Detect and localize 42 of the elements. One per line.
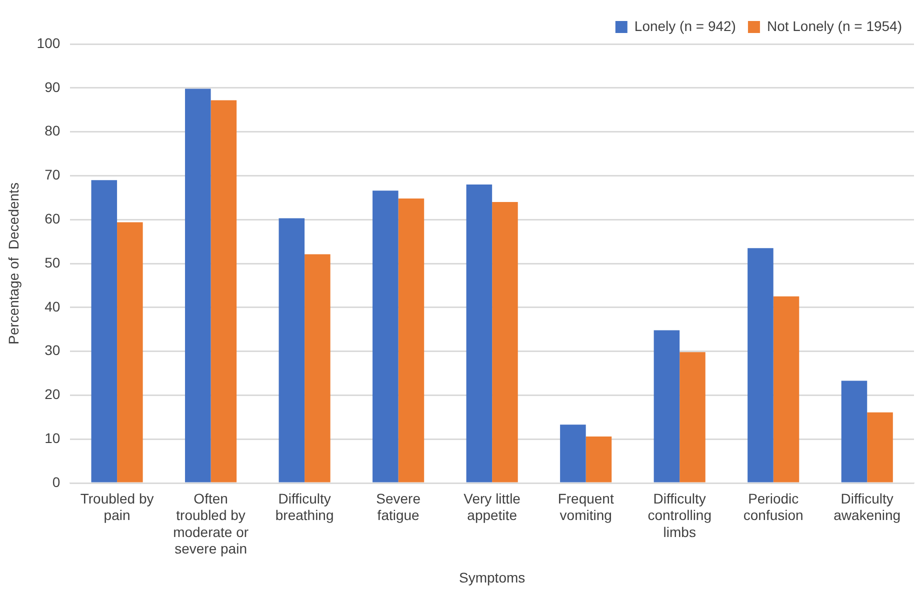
bar <box>773 296 800 482</box>
bar <box>867 412 893 482</box>
y-tick-label: 40 <box>44 298 60 314</box>
x-tick-label: Difficulty controlling limbs <box>648 490 712 540</box>
y-tick-label: 80 <box>44 122 60 139</box>
bar <box>210 100 237 482</box>
y-tick-label: 50 <box>44 254 60 270</box>
x-tick-label: Difficulty breathing <box>275 490 334 524</box>
x-tick-label: Periodic confusion <box>743 490 804 524</box>
y-tick-label: 20 <box>44 386 60 402</box>
y-tick-label: 0 <box>52 474 60 490</box>
bar <box>841 380 868 482</box>
y-tick-label: 30 <box>44 342 60 358</box>
bar <box>278 218 305 482</box>
y-tick-label: 60 <box>44 210 60 226</box>
bar <box>91 180 118 482</box>
bar <box>304 254 330 482</box>
y-tick-label: 70 <box>44 166 60 183</box>
bar <box>117 222 143 482</box>
bar <box>492 202 518 482</box>
x-tick-label: Troubled by pain <box>80 490 154 524</box>
bar <box>680 352 706 482</box>
x-axis-title: Symptoms <box>459 569 526 586</box>
y-axis-title: Percentage of Decedents <box>5 182 22 344</box>
x-tick-label: Very little appetite <box>464 490 521 524</box>
x-tick-label: Often troubled by moderate or severe pain <box>173 490 249 557</box>
x-tick-label: Severe fatigue <box>376 490 421 524</box>
bar <box>372 190 398 482</box>
bar <box>466 184 492 482</box>
y-tick-label: 100 <box>36 34 60 51</box>
bar <box>560 424 586 482</box>
bar <box>748 248 774 482</box>
bar <box>398 198 424 482</box>
bar <box>654 330 680 482</box>
x-tick-label: Difficulty awakening <box>834 490 901 524</box>
legend-label: Lonely (n = 942) <box>634 18 736 34</box>
bar <box>185 88 211 482</box>
legend-label: Not Lonely (n = 1954) <box>766 18 902 34</box>
bar <box>586 436 612 482</box>
x-tick-label: Frequent vomiting <box>558 490 614 524</box>
y-tick-label: 90 <box>44 78 60 95</box>
y-tick-label: 10 <box>44 430 60 446</box>
